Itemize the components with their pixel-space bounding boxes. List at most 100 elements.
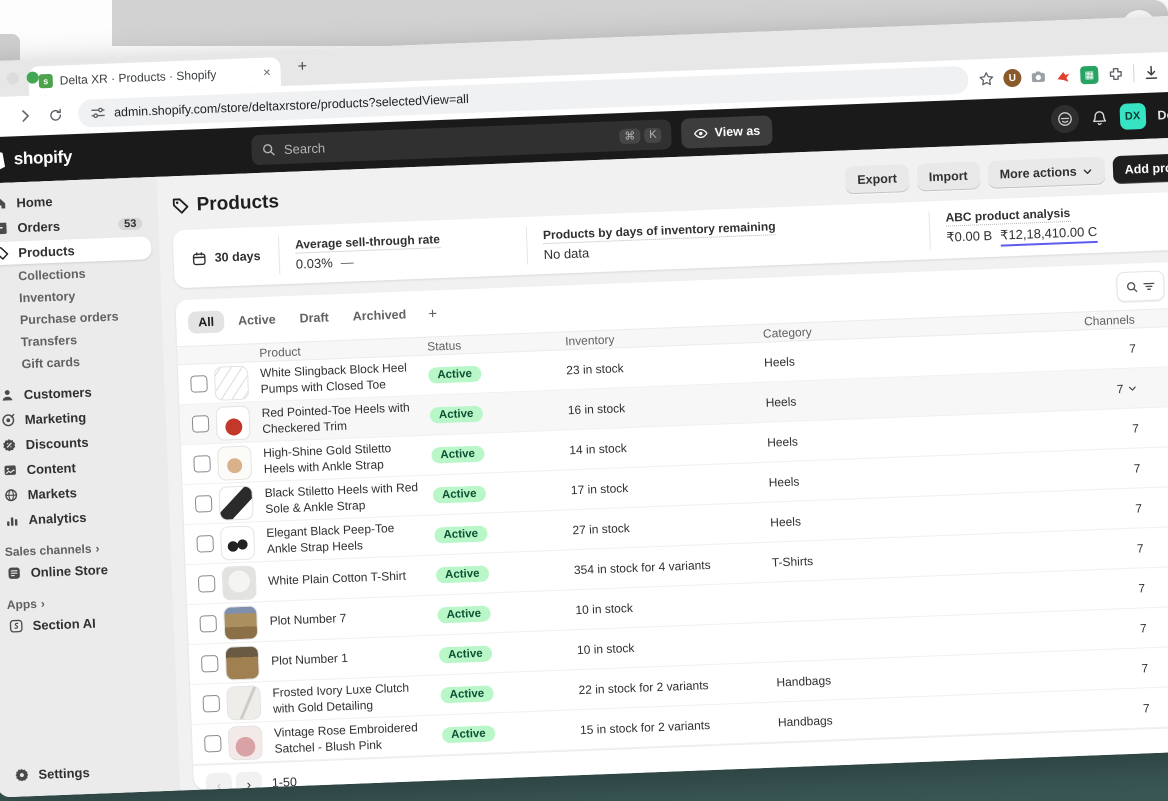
product-name[interactable]: Black Stiletto Heels with Red Sole & Ank… (264, 480, 419, 516)
search-filter-button[interactable] (1115, 270, 1166, 303)
tab-active[interactable]: Active (237, 312, 276, 328)
row-checkbox[interactable] (190, 375, 208, 393)
reload-button[interactable] (42, 101, 69, 128)
sidebar-item-online-store[interactable]: Online Store (0, 556, 164, 585)
date-range-button[interactable]: 30 days (173, 226, 280, 288)
sidebar: Home Orders 53 Products Collections Inve… (0, 176, 181, 798)
row-checkbox[interactable] (199, 614, 218, 633)
extension-u-icon[interactable]: U (1003, 68, 1022, 88)
table-row[interactable]: Red Pointed-Toe Heels with Checkered Tri… (179, 365, 1168, 446)
row-checkbox[interactable] (196, 535, 214, 553)
new-tab-button[interactable]: + (297, 58, 308, 76)
store-avatar[interactable]: DX (1119, 102, 1147, 130)
product-thumbnail[interactable] (226, 684, 262, 721)
minimize-window-button[interactable] (6, 72, 19, 85)
url-bar[interactable]: admin.shopify.com/store/deltaxrstore/pro… (77, 65, 969, 128)
sidebar-item-home[interactable]: Home (0, 186, 150, 215)
category-cell (773, 591, 1073, 603)
row-checkbox[interactable] (200, 654, 219, 673)
product-name[interactable]: Frosted Ivory Luxe Clutch with Gold Deta… (272, 680, 410, 716)
channels-cell[interactable]: 7 (1116, 381, 1137, 396)
shopify-logo[interactable]: shopify (0, 146, 73, 171)
sidekick-icon[interactable] (1050, 104, 1080, 134)
row-checkbox[interactable] (197, 574, 216, 593)
product-thumbnail[interactable] (216, 444, 253, 481)
product-name[interactable]: Plot Number 1 (270, 650, 349, 668)
product-thumbnail[interactable] (224, 644, 260, 681)
channels-cell: 7 (1131, 420, 1140, 436)
inventory-cell: 10 in stock (575, 600, 634, 617)
product-thumbnail[interactable] (220, 524, 256, 561)
green-extension-icon[interactable]: ▦ (1079, 65, 1099, 85)
tab-close-icon[interactable]: × (262, 64, 271, 80)
shopify-wordmark: shopify (13, 147, 73, 169)
extensions-puzzle-icon[interactable] (1107, 65, 1125, 83)
product-name[interactable]: Elegant Black Peep-Toe Ankle Strap Heels (266, 520, 395, 556)
inventory-cell: 23 in stock (565, 360, 624, 377)
product-name[interactable]: White Plain Cotton T-Shirt (267, 568, 407, 588)
export-button[interactable]: Export (844, 164, 910, 195)
table-actions (1115, 269, 1168, 303)
forward-button[interactable] (12, 102, 39, 129)
metric-days-inventory[interactable]: Products by days of inventory remaining … (526, 201, 930, 274)
sales-channels-header[interactable]: Sales channels › (5, 539, 155, 559)
column-channels[interactable]: Channels (1083, 311, 1135, 328)
bird-extension-icon[interactable] (1055, 68, 1072, 85)
apps-header[interactable]: Apps › (7, 592, 157, 612)
channels-cell: 7 (1135, 500, 1143, 516)
section-ai-icon (7, 618, 25, 634)
category-cell: Heels (768, 473, 800, 490)
sidebar-label: Content (26, 460, 77, 478)
row-checkbox[interactable] (194, 495, 213, 513)
sidebar-item-discounts[interactable]: Discounts (0, 428, 159, 457)
product-name[interactable]: High-Shine Gold Stiletto Heels with Ankl… (262, 441, 392, 476)
sidebar-item-orders[interactable]: Orders 53 (0, 211, 151, 240)
add-product-button[interactable]: Add product (1112, 152, 1168, 185)
window-controls (0, 71, 39, 85)
tab-draft[interactable]: Draft (299, 310, 330, 326)
product-name[interactable]: Plot Number 7 (269, 610, 347, 628)
download-icon[interactable] (1143, 64, 1160, 81)
sidebar-item-settings[interactable]: Settings (5, 758, 172, 787)
product-thumbnail[interactable] (221, 564, 257, 601)
inventory-cell: 354 in stock for 4 variants (573, 557, 711, 577)
channels-cell: 7 (1128, 340, 1137, 356)
sidebar-item-content[interactable]: Content (0, 453, 160, 482)
sidebar-item-customers[interactable]: Customers (0, 378, 157, 407)
tab-all[interactable]: All (187, 310, 225, 334)
product-thumbnail[interactable] (218, 484, 254, 521)
sidebar-item-marketing[interactable]: Marketing (0, 403, 158, 432)
product-name[interactable]: Vintage Rose Embroidered Satchel - Blush… (273, 720, 419, 756)
tab-archived[interactable]: Archived (352, 307, 407, 324)
metric-abc-analysis[interactable]: ABC product analysis ₹0.00 B ₹12,18,410.… (929, 190, 1168, 259)
notifications-bell-icon[interactable] (1090, 109, 1108, 127)
row-checkbox[interactable] (193, 455, 211, 473)
sidebar-item-markets[interactable]: Markets (0, 478, 161, 507)
product-thumbnail[interactable] (227, 724, 263, 761)
metric-sell-through[interactable]: Average sell-through rate 0.03% — (278, 217, 527, 284)
view-as-button[interactable]: View as (681, 115, 773, 149)
bookmark-star-icon[interactable] (978, 71, 995, 88)
status-badge: Active (432, 485, 486, 504)
import-button[interactable]: Import (916, 161, 981, 192)
zoom-window-button[interactable] (26, 71, 39, 84)
discounts-icon (0, 437, 18, 453)
sidebar-item-products[interactable]: Products (0, 236, 152, 266)
product-thumbnail[interactable] (223, 604, 259, 641)
admin-search-input[interactable]: Search ⌘ K (251, 119, 673, 166)
more-actions-button[interactable]: More actions (987, 156, 1106, 190)
back-button[interactable] (0, 104, 9, 131)
camera-extension-icon[interactable] (1030, 69, 1047, 86)
sidebar-label: Customers (23, 384, 92, 403)
product-name[interactable]: White Slingback Block Heel Pumps with Cl… (259, 360, 408, 396)
row-checkbox[interactable] (202, 694, 221, 713)
sidebar-item-analytics[interactable]: Analytics (0, 503, 162, 532)
sidebar-item-gift-cards[interactable]: Gift cards (21, 355, 81, 372)
row-checkbox[interactable] (191, 415, 210, 433)
add-view-button[interactable]: + (427, 304, 438, 323)
sidebar-item-section-ai[interactable]: Section AI (0, 609, 166, 638)
product-thumbnail[interactable] (215, 405, 251, 441)
product-thumbnail[interactable] (213, 365, 250, 401)
row-checkbox[interactable] (204, 734, 222, 753)
product-name[interactable]: Red Pointed-Toe Heels with Checkered Tri… (261, 400, 410, 436)
